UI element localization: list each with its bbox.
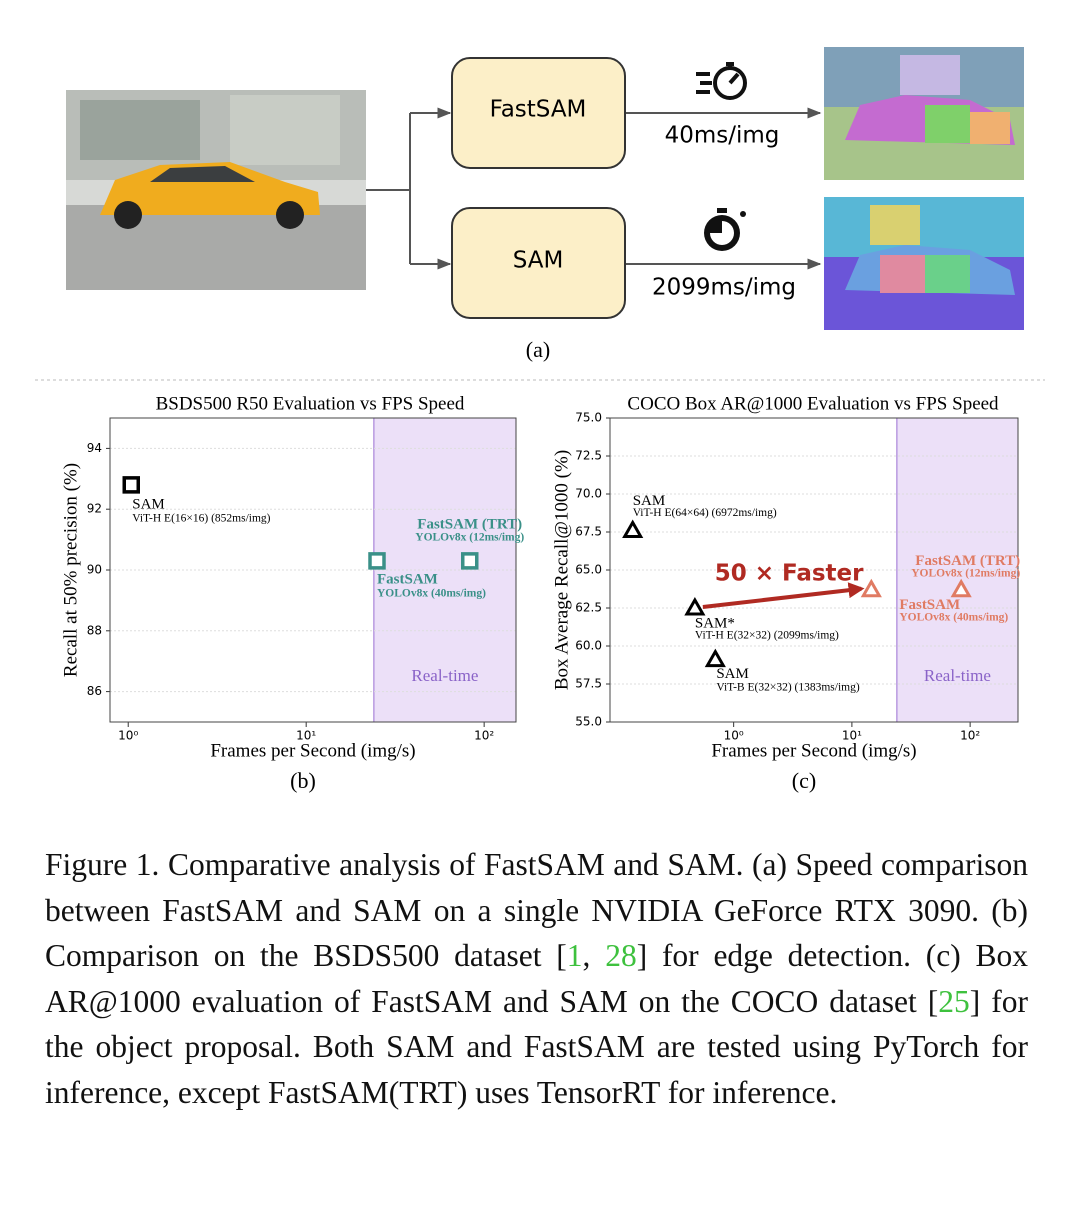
fastsam-output <box>824 47 1024 180</box>
y-tick-label: 60.0 <box>575 639 602 653</box>
point <box>460 552 479 570</box>
point-name: SAM <box>132 496 165 512</box>
caption-text: ] for edge detection. (c) Box AR@1000 ev… <box>45 938 1028 1019</box>
x-tick-label: 10¹ <box>842 729 862 743</box>
point-name: FastSAM <box>377 571 438 587</box>
point <box>860 578 882 598</box>
y-tick-label: 88 <box>87 623 102 637</box>
sublabel: (a) <box>526 337 550 362</box>
real-time-region <box>373 418 516 722</box>
caption-text: ] for the object proposal. Both SAM and … <box>45 983 1028 1110</box>
point-detail: ViT-H E(16×16) (852ms/img) <box>132 513 270 525</box>
y-tick-label: 94 <box>87 441 102 455</box>
chart-title: COCO Box AR@1000 Evaluation vs FPS Speed <box>627 393 999 414</box>
x-tick-label: 10⁰ <box>118 729 138 743</box>
sublabel: (b) <box>290 768 316 793</box>
real-time-region <box>896 418 1018 722</box>
citation-link[interactable]: 28 <box>605 938 637 974</box>
x-axis-label: Frames per Second (img/s) <box>711 740 916 761</box>
point-detail: ViT-H E(64×64) (6972ms/img) <box>633 507 777 519</box>
box-label: FastSAM <box>490 97 587 123</box>
slow-stopwatch-icon <box>704 208 746 251</box>
fast-stopwatch-icon <box>696 62 747 100</box>
y-tick-label: 55.0 <box>575 715 602 729</box>
point <box>950 578 972 598</box>
sam-box <box>451 207 626 319</box>
y-tick-label: 70.0 <box>575 487 602 501</box>
sublabel: (c) <box>792 768 816 793</box>
region-label: Real-time <box>924 666 991 685</box>
caption: Figure 1. Comparative analysis of FastSA… <box>45 842 1028 1116</box>
y-tick-label: 92 <box>87 502 102 516</box>
figure: FastSAM SAM 40ms/img 2099ms/img (a) Real… <box>35 47 1045 793</box>
point-name: SAM <box>633 493 666 509</box>
y-tick-label: 67.5 <box>575 525 602 539</box>
caption-text: Figure 1. Comparative analysis of FastSA… <box>45 847 1028 974</box>
y-tick-label: 57.5 <box>575 677 602 691</box>
y-tick-label: 75.0 <box>575 411 602 425</box>
point-name: SAM* <box>695 615 735 631</box>
point-detail: YOLOv8x (12ms/img) <box>415 532 524 544</box>
point-name: FastSAM <box>899 597 960 613</box>
point <box>684 596 706 616</box>
point-name: FastSAM (TRT) <box>417 516 522 532</box>
input-photo <box>66 90 366 290</box>
plot-frame <box>609 417 1019 723</box>
point <box>122 476 141 494</box>
point-detail: YOLOv8x (40ms/img) <box>377 588 486 600</box>
point <box>704 648 726 668</box>
point <box>622 519 644 538</box>
sam-output <box>824 197 1024 330</box>
x-tick-label: 10⁰ <box>724 729 744 743</box>
time-label: 2099ms/img <box>652 275 796 301</box>
y-axis-label: Recall at 50% precision (%) <box>60 463 81 677</box>
arrow-label: 50 × Faster <box>715 560 864 586</box>
x-axis-label: Frames per Second (img/s) <box>210 740 415 761</box>
y-tick-label: 86 <box>87 684 102 698</box>
point-detail: ViT-B E(32×32) (1383ms/img) <box>716 681 860 693</box>
point-name: SAM <box>716 666 749 682</box>
box-label: SAM <box>513 248 564 274</box>
y-tick-label: 72.5 <box>575 449 602 463</box>
x-tick-label: 10² <box>474 729 494 743</box>
point-detail: YOLOv8x (40ms/img) <box>899 611 1008 623</box>
plot-frame <box>109 417 517 723</box>
y-tick-label: 65.0 <box>575 563 602 577</box>
citation-link[interactable]: 25 <box>938 983 970 1019</box>
x-tick-label: 10² <box>960 729 980 743</box>
point-detail: YOLOv8x (12ms/img) <box>911 567 1020 579</box>
point-name: FastSAM (TRT) <box>915 553 1020 569</box>
point <box>368 552 386 570</box>
fastsam-box <box>451 57 626 169</box>
y-tick-label: 90 <box>87 563 102 577</box>
y-tick-label: 62.5 <box>575 601 602 615</box>
y-axis-label: Box Average Recall@1000 (%) <box>551 450 572 690</box>
time-label: 40ms/img <box>665 123 780 149</box>
caption-text: , <box>582 938 606 974</box>
citation-link[interactable]: 1 <box>566 938 583 974</box>
chart-title: BSDS500 R50 Evaluation vs FPS Speed <box>156 393 465 414</box>
speedup-arrow <box>702 582 865 609</box>
region-label: Real-time <box>411 666 478 685</box>
x-tick-label: 10¹ <box>296 729 316 743</box>
point-detail: ViT-H E(32×32) (2099ms/img) <box>695 630 839 642</box>
